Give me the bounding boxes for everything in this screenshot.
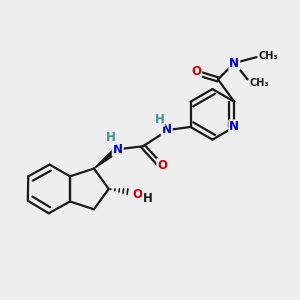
- Text: O: O: [191, 64, 201, 78]
- Text: H: H: [143, 192, 153, 205]
- Text: CH₃: CH₃: [249, 78, 269, 88]
- Text: H: H: [106, 131, 116, 145]
- Text: N: N: [229, 121, 239, 134]
- Text: N: N: [113, 143, 123, 156]
- Text: O: O: [133, 188, 143, 201]
- Text: O: O: [157, 159, 167, 172]
- Text: N: N: [162, 123, 172, 136]
- Text: H: H: [155, 113, 165, 126]
- Text: N: N: [229, 57, 239, 70]
- Text: CH₃: CH₃: [258, 51, 278, 61]
- Polygon shape: [94, 147, 120, 169]
